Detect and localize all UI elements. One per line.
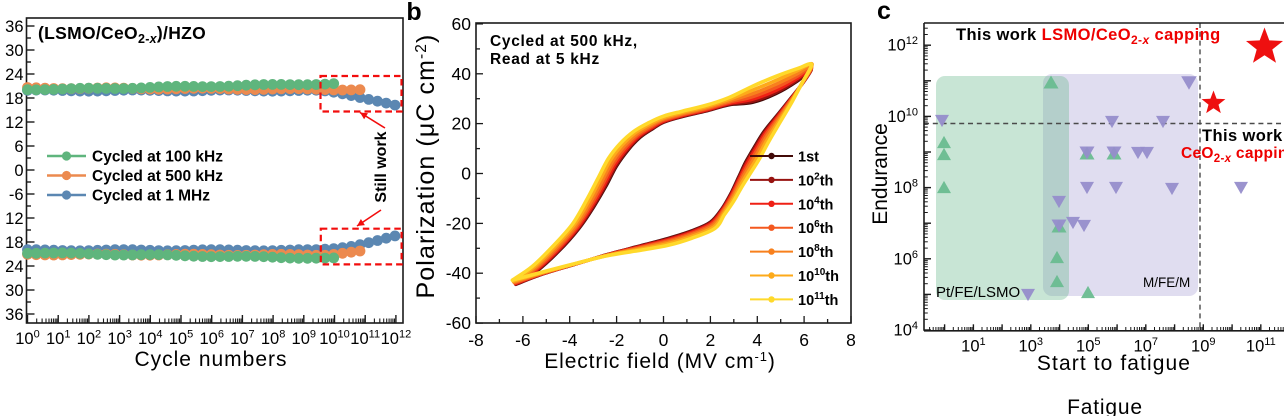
svg-text:105: 105: [1076, 336, 1100, 356]
svg-text:Start to fatigue: Start to fatigue: [1037, 352, 1191, 375]
svg-text:M/FE/M: M/FE/M: [1143, 275, 1190, 290]
svg-text:Endurance: Endurance: [869, 123, 892, 225]
svg-text:This work: This work: [1202, 127, 1283, 145]
svg-text:b: b: [406, 0, 421, 26]
svg-text:8: 8: [846, 330, 856, 350]
svg-text:c: c: [877, 0, 891, 25]
svg-text:18: 18: [5, 90, 23, 108]
svg-text:Cycled at 500 kHz,: Cycled at 500 kHz,: [490, 33, 638, 50]
svg-text:0: 0: [14, 162, 23, 180]
svg-text:(LSMO/CeO2-x)/HZO: (LSMO/CeO2-x)/HZO: [38, 23, 206, 46]
svg-text:100: 100: [15, 329, 39, 349]
svg-text:104: 104: [138, 329, 162, 349]
svg-text:30: 30: [5, 42, 23, 60]
svg-text:Polarization (μC cm-2): Polarization (μC cm-2): [412, 34, 440, 299]
svg-text:101: 101: [46, 329, 70, 349]
svg-text:107: 107: [1134, 336, 1158, 356]
svg-text:102: 102: [77, 329, 101, 349]
svg-text:30: 30: [5, 282, 23, 300]
svg-text:CeO2-x capping: CeO2-x capping: [1181, 145, 1284, 165]
svg-text:0: 0: [461, 164, 471, 184]
svg-text:-6: -6: [515, 330, 531, 350]
svg-text:Cycle numbers: Cycle numbers: [134, 348, 287, 371]
svg-text:40: 40: [452, 64, 472, 84]
svg-text:Still work: Still work: [373, 131, 390, 202]
svg-text:Cycled at 500 kHz: Cycled at 500 kHz: [92, 168, 223, 185]
svg-text:-20: -20: [446, 213, 472, 233]
svg-text:12: 12: [5, 210, 23, 228]
svg-text:-2: -2: [609, 330, 625, 350]
svg-text:104th: 104th: [798, 195, 833, 213]
svg-text:106: 106: [199, 329, 223, 349]
svg-text:36: 36: [5, 18, 23, 36]
svg-text:2: 2: [706, 330, 716, 350]
svg-text:-8: -8: [468, 330, 484, 350]
svg-text:-4: -4: [562, 330, 578, 350]
svg-text:107: 107: [230, 329, 254, 349]
svg-text:Cycled at 1 MHz: Cycled at 1 MHz: [92, 188, 210, 205]
svg-text:6: 6: [799, 330, 809, 350]
svg-text:Fatigue: Fatigue: [1067, 396, 1143, 416]
svg-text:18: 18: [5, 234, 23, 252]
svg-text:24: 24: [5, 258, 23, 276]
svg-text:101: 101: [961, 336, 985, 356]
svg-text:0: 0: [659, 330, 669, 350]
svg-text:36: 36: [5, 306, 23, 324]
svg-text:24: 24: [5, 66, 23, 84]
svg-text:102th: 102th: [798, 171, 833, 189]
svg-text:103: 103: [1019, 336, 1043, 356]
svg-text:This work LSMO/CeO2-x capping: This work LSMO/CeO2-x capping: [956, 26, 1221, 47]
svg-text:1011th: 1011th: [798, 291, 838, 309]
svg-text:Electric field (MV cm-1): Electric field (MV cm-1): [544, 349, 776, 373]
svg-text:20: 20: [452, 114, 472, 134]
svg-text:Cycled at 100 kHz: Cycled at 100 kHz: [92, 149, 223, 166]
svg-text:109: 109: [292, 329, 316, 349]
svg-text:106th: 106th: [798, 219, 833, 237]
svg-text:1010th: 1010th: [798, 267, 839, 285]
svg-text:-60: -60: [446, 313, 472, 333]
svg-text:108th: 108th: [798, 243, 833, 261]
svg-text:4: 4: [752, 330, 762, 350]
svg-text:-6: -6: [9, 186, 24, 204]
svg-text:60: 60: [452, 14, 472, 34]
svg-text:Read at 5 kHz: Read at 5 kHz: [490, 51, 600, 68]
svg-text:12: 12: [5, 114, 23, 132]
svg-text:105: 105: [169, 329, 193, 349]
svg-text:Pt/FE/LSMO: Pt/FE/LSMO: [936, 284, 1020, 301]
svg-text:6: 6: [14, 138, 23, 156]
svg-text:-40: -40: [446, 263, 472, 283]
svg-text:109: 109: [1191, 336, 1215, 356]
svg-text:1st: 1st: [798, 150, 819, 166]
